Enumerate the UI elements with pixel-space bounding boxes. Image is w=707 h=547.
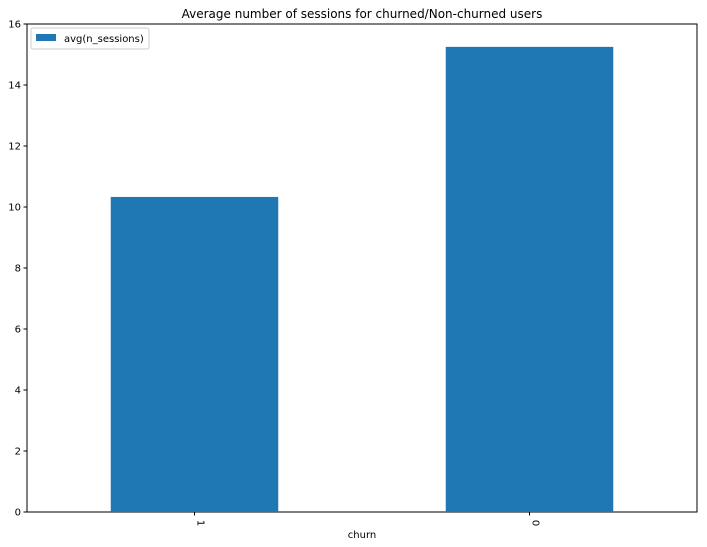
y-tick-label: 12 xyxy=(8,142,21,153)
x-tick-label: 1 xyxy=(195,520,206,526)
y-tick-label: 16 xyxy=(8,20,21,31)
y-tick-label: 0 xyxy=(15,508,21,519)
bar-1 xyxy=(110,196,279,512)
y-tick-label: 4 xyxy=(15,386,21,397)
legend-box xyxy=(30,27,150,50)
bar-0 xyxy=(445,46,614,512)
y-axis: 0 2 4 6 8 10 12 14 16 xyxy=(8,20,27,519)
x-tick-label: 0 xyxy=(530,520,541,526)
legend: avg(n_sessions) xyxy=(30,27,150,50)
y-tick-label: 2 xyxy=(15,447,21,458)
y-tick-label: 6 xyxy=(15,325,21,336)
chart-title: Average number of sessions for churned/N… xyxy=(182,7,543,21)
bar-group xyxy=(110,46,614,512)
y-tick-label: 10 xyxy=(8,203,21,214)
x-axis-label: churn xyxy=(348,530,376,541)
legend-label: avg(n_sessions) xyxy=(64,34,144,45)
y-tick-label: 14 xyxy=(8,81,21,92)
legend-swatch xyxy=(36,34,56,41)
y-tick-label: 8 xyxy=(15,264,21,275)
